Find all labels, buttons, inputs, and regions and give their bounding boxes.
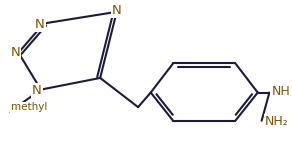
Text: methyl: methyl <box>13 110 18 112</box>
Text: N: N <box>11 46 20 59</box>
Text: methyl: methyl <box>11 102 47 112</box>
Text: N: N <box>32 84 42 97</box>
Text: methyl: methyl <box>9 111 14 113</box>
Text: NH₂: NH₂ <box>265 115 288 128</box>
Text: NH: NH <box>271 85 290 98</box>
Text: N: N <box>112 4 121 17</box>
Text: methyl: methyl <box>9 111 14 112</box>
Text: N: N <box>35 18 45 31</box>
